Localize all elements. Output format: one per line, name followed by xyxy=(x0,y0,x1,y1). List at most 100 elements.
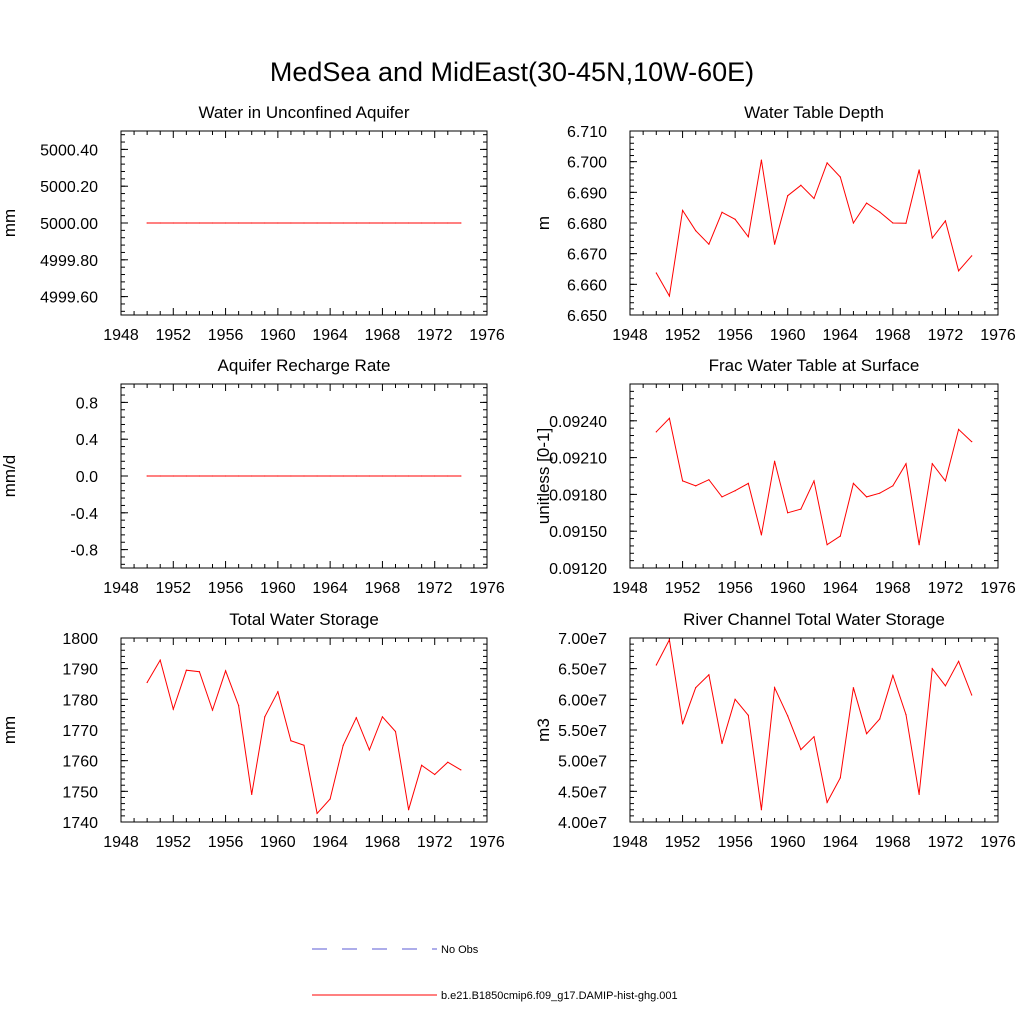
data-point xyxy=(918,793,920,796)
x-tick-label: 1952 xyxy=(155,327,191,344)
x-tick-label: 1956 xyxy=(208,327,244,344)
x-tick-label: 1976 xyxy=(469,834,505,851)
data-point xyxy=(813,736,815,738)
data-point xyxy=(708,479,710,481)
data-point xyxy=(421,475,423,477)
x-tick-label: 1976 xyxy=(980,834,1016,851)
y-tick-label: 5000.20 xyxy=(40,179,98,196)
data-point xyxy=(381,716,384,718)
series-line xyxy=(655,160,973,298)
data-point xyxy=(434,222,436,224)
data-point xyxy=(146,681,148,684)
data-point xyxy=(172,708,174,710)
data-point xyxy=(879,492,881,494)
data-point xyxy=(251,793,253,796)
data-point xyxy=(681,480,684,482)
x-tick-label: 1964 xyxy=(312,327,348,344)
y-tick-label: 0.8 xyxy=(76,395,98,412)
y-tick-label: 0.09180 xyxy=(549,487,607,504)
x-tick-label: 1952 xyxy=(155,580,191,597)
data-point xyxy=(447,475,449,477)
data-point xyxy=(146,475,148,477)
data-point xyxy=(800,508,802,510)
data-point xyxy=(224,222,227,224)
y-tick-label: 0.0 xyxy=(76,469,98,486)
data-point xyxy=(159,659,161,661)
x-tick-label: 1964 xyxy=(312,834,348,851)
x-tick-label: 1968 xyxy=(875,327,911,344)
y-tick-label: 1780 xyxy=(62,692,98,709)
data-point xyxy=(721,496,723,498)
data-point xyxy=(734,698,736,700)
x-tick-label: 1956 xyxy=(717,327,753,344)
panel-5: Total Water Storage 1948 1952 1956 1960 1964 1… xyxy=(0,610,505,851)
panel-1: Water in Unconfined Aquifer 1948 1952 1956 1… xyxy=(0,103,505,344)
x-tick-label: 1960 xyxy=(770,834,806,851)
series-line xyxy=(655,638,973,810)
plot-frame xyxy=(629,637,999,823)
panel-title: River Channel Total Water Storage xyxy=(683,610,945,629)
data-point xyxy=(655,272,657,274)
y-tick-label: -0.4 xyxy=(70,506,98,523)
y-tick-label: 6.650 xyxy=(567,308,607,325)
data-point xyxy=(290,475,292,477)
data-point xyxy=(905,714,907,716)
data-point xyxy=(211,222,214,224)
data-point xyxy=(394,222,397,224)
data-point xyxy=(721,742,723,745)
y-tick-label: 4999.60 xyxy=(40,290,98,307)
data-point xyxy=(839,176,841,178)
panel-6: River Channel Total Water Storage 1948 195… xyxy=(534,610,1016,851)
data-point xyxy=(918,544,920,546)
x-tick-label: 1968 xyxy=(875,834,911,851)
data-point xyxy=(773,687,776,689)
y-axis-label: mm xyxy=(0,209,19,237)
x-tick-label: 1948 xyxy=(103,834,139,851)
data-point xyxy=(918,169,920,171)
data-point xyxy=(355,717,357,719)
y-tick-label: 6.680 xyxy=(567,216,607,233)
data-point xyxy=(813,197,815,200)
y-tick-label: 0.4 xyxy=(76,432,98,449)
data-point xyxy=(931,237,933,239)
x-tick-label: 1972 xyxy=(417,580,453,597)
data-point xyxy=(668,295,671,297)
y-tick-label: 5.00e7 xyxy=(558,754,607,771)
data-point xyxy=(238,704,240,707)
panel-title: Aquifer Recharge Rate xyxy=(218,356,391,375)
x-tick-label: 1960 xyxy=(770,327,806,344)
x-tick-label: 1968 xyxy=(875,580,911,597)
x-tick-label: 1948 xyxy=(612,834,648,851)
data-point xyxy=(681,209,684,212)
data-point xyxy=(146,222,148,224)
page-title: MedSea and MidEast(30-45N,10W-60E) xyxy=(269,57,755,87)
data-point xyxy=(852,482,855,484)
data-point xyxy=(944,480,947,482)
data-point xyxy=(787,195,789,197)
x-tick-label: 1964 xyxy=(822,327,858,344)
y-tick-label: 6.670 xyxy=(567,247,607,264)
x-tick-label: 1960 xyxy=(260,327,296,344)
data-point xyxy=(407,809,410,811)
data-point xyxy=(434,475,436,477)
data-point xyxy=(944,220,947,222)
data-point xyxy=(971,694,973,696)
x-tick-label: 1964 xyxy=(312,580,348,597)
data-point xyxy=(957,270,960,272)
data-point xyxy=(787,715,789,717)
y-axis-label: m3 xyxy=(534,718,553,742)
data-point xyxy=(329,798,331,800)
plot-frame xyxy=(629,383,999,569)
data-point xyxy=(355,222,357,224)
data-point xyxy=(329,475,331,477)
x-tick-label: 1952 xyxy=(665,327,701,344)
x-tick-label: 1960 xyxy=(260,834,296,851)
x-tick-label: 1972 xyxy=(417,834,453,851)
panel-title: Total Water Storage xyxy=(229,610,379,629)
data-point xyxy=(316,812,318,815)
data-point xyxy=(760,159,763,161)
y-tick-label: 6.700 xyxy=(567,155,607,172)
x-tick-label: 1948 xyxy=(612,327,648,344)
data-point xyxy=(800,749,802,751)
